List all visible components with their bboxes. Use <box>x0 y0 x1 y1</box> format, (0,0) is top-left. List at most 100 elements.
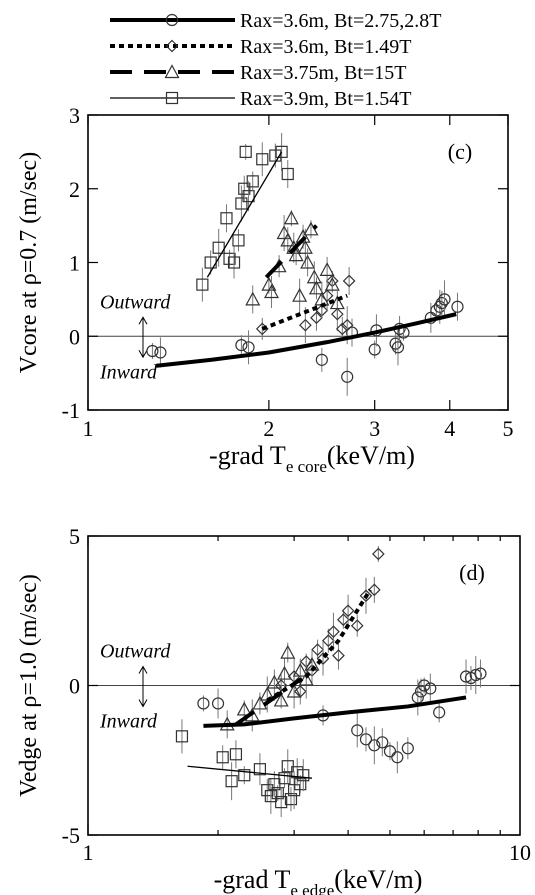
data-point <box>391 341 405 354</box>
data-point <box>286 683 302 698</box>
legend-marker-circle <box>165 13 179 27</box>
data-point <box>292 662 308 677</box>
y-tick-label: -5 <box>62 823 80 848</box>
data-point <box>340 318 354 332</box>
direction-arrow-down <box>138 699 148 708</box>
data-point <box>342 274 356 288</box>
data-point <box>294 778 307 791</box>
data-point <box>239 145 252 158</box>
data-point <box>253 763 267 776</box>
data-point <box>196 278 209 291</box>
x-tick-label: 1 <box>83 416 94 441</box>
data-point <box>225 775 238 788</box>
y-tick-label: -1 <box>62 398 80 423</box>
data-point <box>256 153 269 166</box>
legend-marker-square <box>165 91 179 105</box>
chart-legend: Rax=3.6m, Bt=2.75,2.8T Rax=3.6m, Bt=1.49T… <box>110 10 441 110</box>
series-square <box>196 132 294 302</box>
data-point <box>236 701 252 716</box>
data-point <box>359 589 373 603</box>
data-point <box>280 232 296 247</box>
annotation-outward: Outward <box>100 641 171 663</box>
data-point <box>368 739 381 752</box>
data-point <box>368 343 381 356</box>
y-tick-label: 1 <box>69 251 80 276</box>
data-point <box>451 300 464 313</box>
data-point <box>418 679 431 692</box>
annotation-inward: Inward <box>99 361 158 383</box>
data-point <box>433 706 446 719</box>
panel-label: (c) <box>448 139 472 164</box>
data-point <box>299 318 312 332</box>
data-point <box>263 284 279 299</box>
legend-marker-triangle <box>164 64 180 79</box>
legend-entry: Rax=3.75m, Bt=15T <box>110 62 406 84</box>
x-tick-label: 1 <box>83 840 94 865</box>
data-point <box>371 547 385 561</box>
y-tick-label: 0 <box>69 674 80 699</box>
data-point <box>297 239 313 254</box>
data-point <box>275 145 288 158</box>
direction-arrow-down <box>138 350 148 359</box>
series-square <box>175 719 310 818</box>
fit-line <box>261 293 348 331</box>
fit-line <box>156 312 457 368</box>
data-point <box>336 613 350 627</box>
legend-entry: Rax=3.6m, Bt=2.75,2.8T <box>110 10 441 32</box>
data-point <box>332 649 345 662</box>
data-point <box>310 311 323 325</box>
x-tick-label: 5 <box>503 416 514 441</box>
x-tick-label: 10 <box>509 840 531 865</box>
y-tick-label: 2 <box>69 177 80 202</box>
data-point <box>341 604 355 618</box>
data-point <box>306 269 322 284</box>
y-tick-label: 0 <box>69 324 80 349</box>
data-point <box>278 772 291 785</box>
data-point <box>242 341 255 354</box>
data-point <box>300 254 316 269</box>
legend-label: Rax=3.75m, Bt=15T <box>240 62 406 84</box>
legend-label: Rax=3.9m, Bt=1.54T <box>240 88 411 110</box>
data-point <box>281 167 294 181</box>
legend-label: Rax=3.6m, Bt=1.49T <box>240 36 411 58</box>
data-point <box>266 674 282 689</box>
data-point <box>350 619 364 633</box>
data-point <box>389 337 402 350</box>
y-axis-label: Vcore at ρ=0.7 (m/sec) <box>16 152 42 373</box>
data-point <box>341 370 354 383</box>
legend-marker-diamond <box>165 39 179 53</box>
fit-line <box>187 765 313 779</box>
fit-line <box>206 151 283 278</box>
data-point <box>474 667 487 680</box>
data-point <box>316 652 330 665</box>
series-diamond <box>274 545 385 705</box>
data-point <box>242 190 255 203</box>
data-point <box>288 247 304 262</box>
legend-label: Rax=3.6m, Bt=2.75,2.8T <box>240 10 441 32</box>
data-point <box>331 307 344 321</box>
data-point <box>238 182 251 195</box>
fit-line <box>264 224 318 279</box>
data-point <box>245 291 261 306</box>
data-point <box>308 280 324 295</box>
data-point <box>154 346 167 359</box>
x-axis-label: -grad Te edge(keV/m) <box>214 865 423 895</box>
data-point <box>319 262 335 276</box>
data-point <box>298 671 314 686</box>
data-point <box>438 293 451 306</box>
data-point <box>229 748 243 761</box>
y-axis-label: Vedge at ρ=1.0 (m/sec) <box>16 574 42 797</box>
data-point <box>275 796 288 809</box>
direction-arrow-up <box>138 316 148 325</box>
data-point <box>273 692 289 707</box>
data-point <box>211 697 225 710</box>
data-point <box>321 634 335 647</box>
data-point <box>283 210 299 225</box>
data-point <box>175 730 189 743</box>
series-circle <box>197 656 487 774</box>
y-tick-label: 3 <box>69 103 80 128</box>
data-point <box>351 724 364 737</box>
annotation-outward: Outward <box>100 291 171 313</box>
panel-label: (d) <box>459 560 485 585</box>
